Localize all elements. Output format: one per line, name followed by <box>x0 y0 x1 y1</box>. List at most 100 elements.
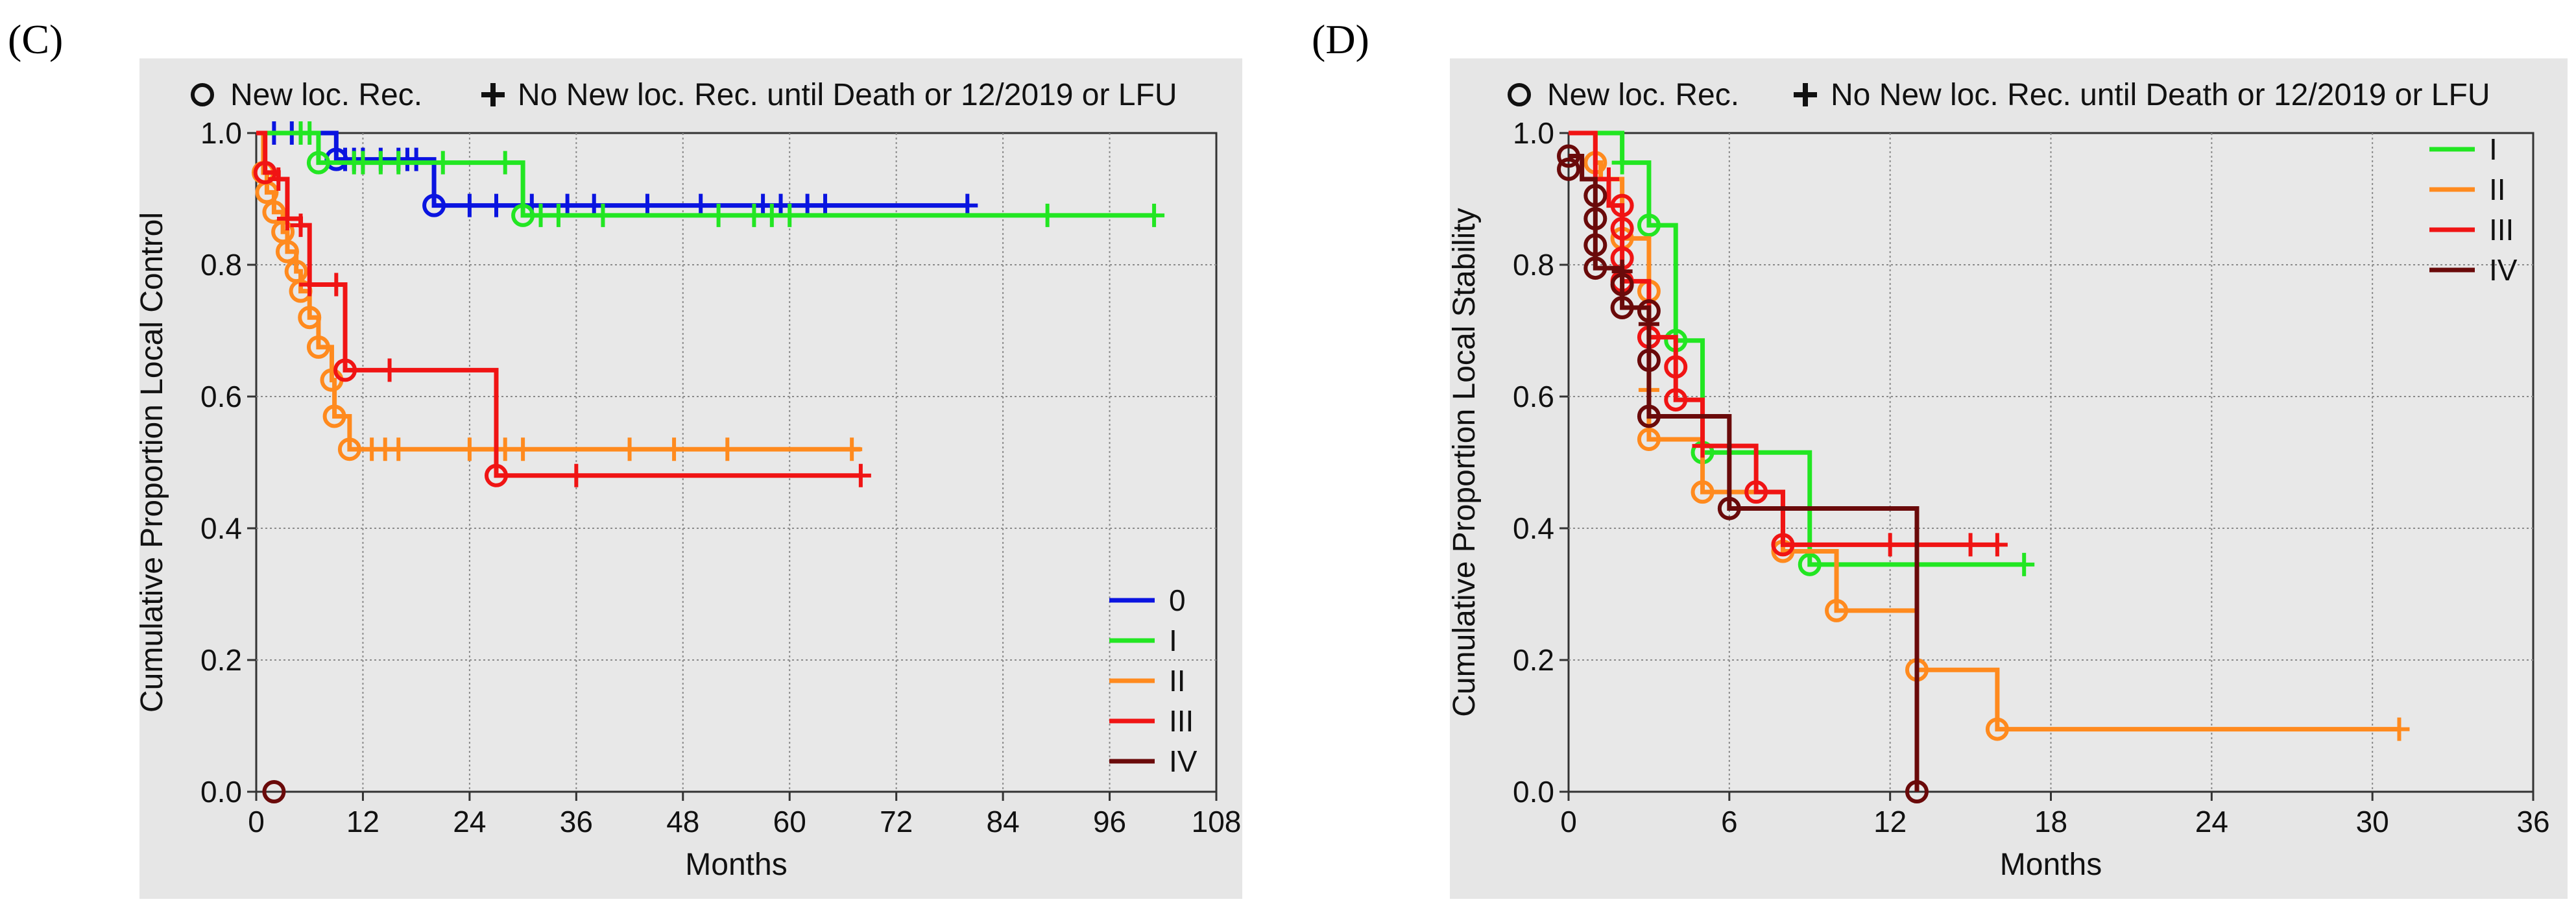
y-tick-label: 0.4 <box>200 511 242 545</box>
event-mark <box>1583 256 1607 280</box>
legend-label: 0 <box>1169 583 1186 617</box>
x-axis-label: Months <box>685 848 787 882</box>
legend-label: II <box>1169 664 1186 698</box>
x-tick-label: 36 <box>2516 805 2549 838</box>
y-tick-label: 0.0 <box>1513 775 1554 809</box>
x-tick-label: 24 <box>2195 805 2228 838</box>
censor-marker-icon <box>1794 83 1817 106</box>
censor-marker-icon <box>481 83 505 106</box>
x-tick-label: 96 <box>1093 805 1126 838</box>
series-line <box>256 130 861 452</box>
event-mark <box>333 358 357 382</box>
event-mark <box>1637 214 1661 238</box>
event-mark <box>1583 184 1607 208</box>
panel-c-plot: 0 12 24 36 48 60 72 84 96 108 0.0 0.2 0.4 0.6 0.8 1.0 Mo… <box>135 116 1241 882</box>
y-tick-label: 0.2 <box>200 643 242 677</box>
y-axis-label: Cumulative Proportion Local Stability <box>1447 208 1482 716</box>
event-mark <box>1691 480 1715 504</box>
event-mark <box>275 239 299 263</box>
legend-label: III <box>2489 213 2514 247</box>
event-mark <box>1825 598 1849 622</box>
series-line <box>1569 154 1920 792</box>
x-tick-label: 12 <box>1873 805 1907 838</box>
x-tick-label: 24 <box>453 805 486 838</box>
event-mark <box>1637 427 1661 451</box>
legend-label: IV <box>2489 253 2518 287</box>
x-tick-label: 6 <box>1721 805 1738 838</box>
event-mark <box>1637 404 1661 428</box>
x-tick-label: 48 <box>666 805 699 838</box>
event-mark <box>322 404 346 428</box>
event-mark <box>337 437 361 461</box>
plot-area <box>255 132 1218 793</box>
panel-d-plot: 0 6 12 18 24 30 36 0.0 0.2 0.4 0.6 0.8 1.0 Months Cumu… <box>1447 116 2550 882</box>
panel-d-letter: (D) <box>1312 16 1369 62</box>
x-axis-label: Months <box>2000 848 2102 882</box>
y-tick-label: 0.8 <box>1513 248 1554 282</box>
event-mark <box>306 151 330 175</box>
panel-d-top-legend: New loc. Rec. No New loc. Rec. until Dea… <box>1508 78 2490 112</box>
y-tick-label: 1.0 <box>200 116 242 150</box>
series-IV <box>1557 144 1929 803</box>
series-III <box>1569 130 2008 557</box>
panel-d: (D) New loc. Rec. No New loc. Rec. until… <box>1312 16 2568 899</box>
legend-label: II <box>2489 173 2506 206</box>
y-tick-label: 0.8 <box>200 248 242 282</box>
series-I <box>1569 130 2035 576</box>
event-mark <box>1905 780 1929 803</box>
event-mark <box>1583 206 1607 230</box>
event-mark <box>1985 717 2009 741</box>
x-tick-label: 72 <box>880 805 913 838</box>
event-mark <box>1717 496 1741 520</box>
legend-censor-label: No New loc. Rec. until Death or 12/2019 … <box>518 78 1177 112</box>
y-axis-label: Cumulative Proportion Local Control <box>135 212 169 713</box>
event-mark <box>1771 533 1795 557</box>
legend-event-label: New loc. Rec. <box>1547 78 1739 112</box>
y-tick-label: 0.4 <box>1513 511 1554 545</box>
event-mark <box>298 306 322 330</box>
event-mark <box>1557 157 1580 181</box>
y-tick-label: 0.0 <box>200 775 242 809</box>
x-tick-label: 36 <box>560 805 593 838</box>
legend-event-label: New loc. Rec. <box>230 78 422 112</box>
y-tick-label: 0.6 <box>1513 380 1554 413</box>
event-mark <box>1583 233 1607 257</box>
event-mark <box>262 780 286 803</box>
event-marker-icon <box>191 83 214 106</box>
legend-label: III <box>1169 704 1194 738</box>
legend-label: IV <box>1169 744 1198 778</box>
event-mark <box>1610 217 1634 241</box>
series-I <box>256 121 1165 227</box>
x-tick-label: 12 <box>346 805 379 838</box>
y-tick-label: 1.0 <box>1513 116 1554 150</box>
event-mark <box>1664 388 1688 412</box>
panel-c-top-legend: New loc. Rec. No New loc. Rec. until Dea… <box>191 78 1177 112</box>
y-tick-label: 0.6 <box>200 380 242 413</box>
event-mark <box>253 160 277 184</box>
x-tick-label: 30 <box>2356 805 2389 838</box>
event-mark <box>511 203 535 227</box>
event-mark <box>485 463 508 487</box>
series-IV <box>262 780 286 803</box>
legend-label: I <box>1169 624 1177 657</box>
x-tick-label: 108 <box>1192 805 1242 838</box>
event-mark <box>1637 348 1661 373</box>
y-tick-label: 0.2 <box>1513 643 1554 677</box>
event-mark <box>1664 355 1688 379</box>
x-tick-label: 0 <box>1560 805 1577 838</box>
panel-c: (C) New loc. Rec. No New loc. Rec. until… <box>8 16 1242 899</box>
event-mark <box>1744 480 1768 504</box>
event-mark <box>1610 193 1634 217</box>
event-mark <box>1557 144 1580 168</box>
series-III <box>253 130 871 487</box>
legend-label: I <box>2489 132 2498 166</box>
x-tick-label: 18 <box>2034 805 2067 838</box>
event-mark <box>1637 299 1661 323</box>
event-mark <box>262 200 286 224</box>
event-mark <box>306 335 330 359</box>
x-tick-label: 84 <box>987 805 1020 838</box>
x-tick-label: 60 <box>773 805 806 838</box>
